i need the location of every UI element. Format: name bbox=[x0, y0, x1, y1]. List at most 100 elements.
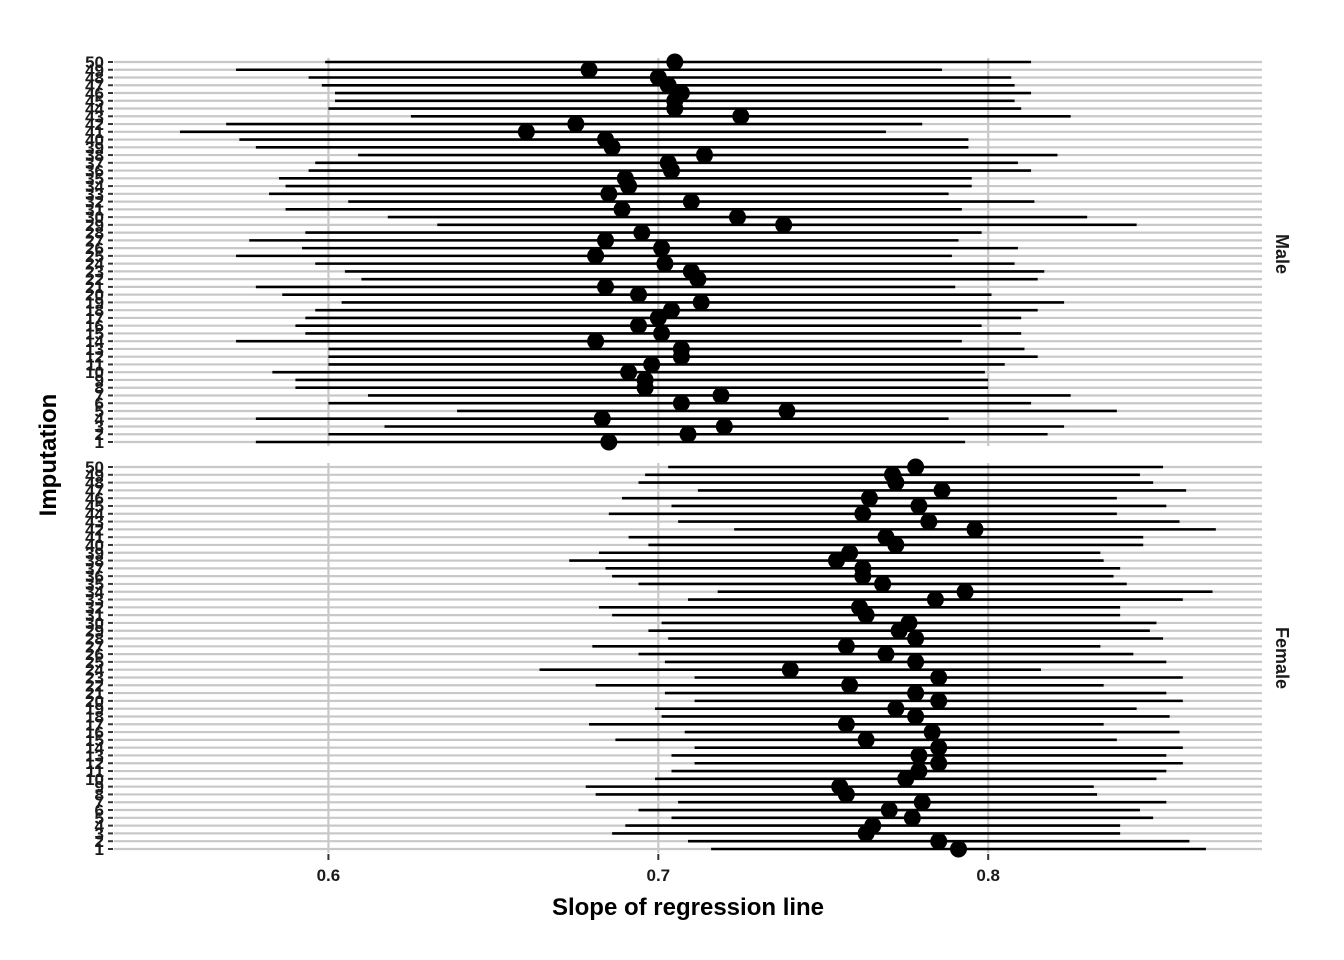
estimate-point-male-27 bbox=[597, 231, 615, 249]
ytick-label-male-27: 27 bbox=[85, 231, 104, 250]
ytick-label-male-16: 16 bbox=[85, 317, 104, 336]
ytick-label-male-50: 50 bbox=[85, 53, 104, 72]
estimate-point-female-2 bbox=[930, 832, 948, 850]
estimate-point-male-15 bbox=[653, 324, 671, 342]
ytick-label-female-28: 28 bbox=[85, 630, 104, 649]
ytick-label-male-41: 41 bbox=[85, 123, 104, 142]
ytick-label-male-21: 21 bbox=[85, 278, 104, 297]
estimate-point-female-33 bbox=[926, 591, 944, 609]
ytick-label-female-41: 41 bbox=[85, 528, 104, 547]
ytick-label-male-45: 45 bbox=[85, 92, 104, 111]
estimate-point-female-10 bbox=[897, 770, 915, 788]
ytick-label-male-18: 18 bbox=[85, 301, 104, 320]
ytick-label-male-8: 8 bbox=[95, 379, 104, 398]
estimate-point-male-1 bbox=[600, 433, 618, 451]
ytick-label-male-49: 49 bbox=[85, 61, 104, 80]
ytick-label-male-24: 24 bbox=[85, 255, 104, 274]
estimate-point-male-46 bbox=[672, 84, 690, 102]
estimate-point-female-47 bbox=[933, 481, 951, 499]
ytick-label-female-1: 1 bbox=[95, 840, 104, 859]
estimate-point-female-5 bbox=[903, 809, 921, 827]
estimate-point-male-42 bbox=[567, 115, 585, 133]
estimate-point-female-13 bbox=[910, 746, 928, 764]
ytick-label-female-17: 17 bbox=[85, 715, 104, 734]
ytick-label-female-43: 43 bbox=[85, 513, 104, 532]
ytick-label-male-48: 48 bbox=[85, 69, 104, 88]
ytick-label-female-9: 9 bbox=[95, 778, 104, 797]
estimate-point-male-13 bbox=[672, 340, 690, 358]
estimate-point-female-7 bbox=[913, 793, 931, 811]
ytick-label-male-42: 42 bbox=[85, 115, 104, 134]
estimate-point-female-41 bbox=[877, 528, 895, 546]
ytick-label-female-36: 36 bbox=[85, 567, 104, 586]
ytick-label-female-20: 20 bbox=[85, 692, 104, 711]
estimate-point-male-6 bbox=[672, 394, 690, 412]
ytick-label-female-45: 45 bbox=[85, 497, 104, 516]
estimate-point-female-44 bbox=[854, 505, 872, 523]
estimate-point-male-32 bbox=[682, 193, 700, 211]
ytick-label-female-50: 50 bbox=[85, 458, 104, 477]
ytick-label-male-34: 34 bbox=[85, 177, 104, 196]
estimate-point-female-30 bbox=[900, 614, 918, 632]
ytick-label-female-40: 40 bbox=[85, 536, 104, 555]
ytick-label-female-19: 19 bbox=[85, 700, 104, 719]
ytick-label-female-11: 11 bbox=[86, 762, 104, 781]
estimate-point-female-32 bbox=[851, 598, 869, 616]
estimate-point-male-19 bbox=[692, 293, 710, 311]
ytick-label-male-4: 4 bbox=[95, 410, 105, 429]
ytick-label-male-3: 3 bbox=[95, 417, 104, 436]
ytick-label-male-47: 47 bbox=[85, 76, 104, 95]
ytick-label-female-2: 2 bbox=[95, 832, 104, 851]
estimate-point-female-19 bbox=[887, 700, 905, 718]
panel-strip-label-male: Male bbox=[1272, 234, 1292, 274]
estimate-point-male-18 bbox=[663, 301, 681, 319]
ytick-label-male-17: 17 bbox=[85, 309, 104, 328]
estimate-point-female-28 bbox=[907, 630, 925, 648]
ytick-label-male-46: 46 bbox=[85, 84, 104, 103]
ytick-label-male-26: 26 bbox=[85, 239, 104, 258]
estimate-point-female-39 bbox=[841, 544, 859, 562]
estimate-point-female-42 bbox=[966, 520, 984, 538]
estimate-point-female-25 bbox=[907, 653, 925, 671]
estimate-point-male-3 bbox=[715, 417, 733, 435]
estimate-point-male-9 bbox=[636, 371, 654, 389]
ytick-label-male-10: 10 bbox=[85, 363, 104, 382]
estimate-point-male-29 bbox=[775, 216, 793, 234]
estimate-point-male-11 bbox=[643, 355, 661, 373]
ytick-label-female-49: 49 bbox=[85, 466, 104, 485]
estimate-point-female-26 bbox=[877, 645, 895, 663]
ytick-label-female-23: 23 bbox=[85, 668, 104, 687]
ytick-label-female-22: 22 bbox=[85, 676, 104, 695]
estimate-point-male-16 bbox=[630, 317, 648, 335]
ytick-label-female-24: 24 bbox=[85, 661, 104, 680]
ytick-label-male-30: 30 bbox=[85, 208, 104, 227]
ytick-label-female-6: 6 bbox=[95, 801, 104, 820]
ytick-label-male-43: 43 bbox=[85, 107, 104, 126]
estimate-point-female-17 bbox=[837, 715, 855, 733]
estimate-point-female-1 bbox=[950, 840, 968, 858]
ytick-label-female-42: 42 bbox=[85, 520, 104, 539]
ytick-label-female-31: 31 bbox=[85, 606, 104, 625]
ytick-label-female-30: 30 bbox=[85, 614, 104, 633]
estimate-point-male-43 bbox=[732, 107, 750, 125]
estimate-point-female-20 bbox=[930, 692, 948, 710]
estimate-point-female-18 bbox=[907, 707, 925, 725]
interval-layer bbox=[179, 60, 1216, 851]
xtick-label-0.8: 0.8 bbox=[976, 866, 1000, 885]
ytick-label-male-40: 40 bbox=[85, 131, 104, 150]
ytick-label-female-33: 33 bbox=[85, 591, 104, 610]
ytick-label-female-8: 8 bbox=[95, 785, 104, 804]
ytick-label-female-25: 25 bbox=[85, 653, 104, 672]
ytick-label-male-19: 19 bbox=[85, 293, 104, 312]
ytick-label-female-16: 16 bbox=[85, 723, 104, 742]
estimate-point-male-21 bbox=[597, 278, 615, 296]
ytick-label-male-44: 44 bbox=[85, 100, 104, 119]
ytick-label-male-11: 11 bbox=[86, 355, 104, 374]
ytick-label-female-44: 44 bbox=[85, 505, 104, 524]
estimate-point-male-2 bbox=[679, 425, 697, 443]
ytick-label-male-37: 37 bbox=[85, 154, 104, 173]
estimate-point-female-37 bbox=[854, 559, 872, 577]
ytick-label-male-15: 15 bbox=[85, 324, 104, 343]
estimate-point-male-30 bbox=[728, 208, 746, 226]
